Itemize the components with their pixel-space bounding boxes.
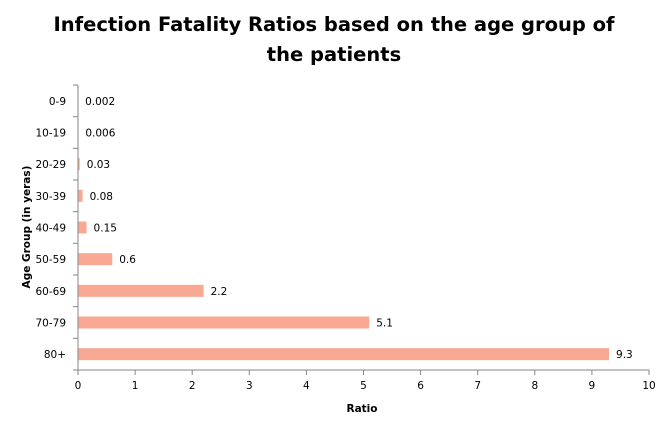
y-tick-label: 20-29 <box>35 159 66 171</box>
x-tick-label: 6 <box>417 380 424 392</box>
labels-layer: 0-9 0.002 10-19 0.006 20-29 0.03 30-39 0.08 40-4… <box>35 96 655 392</box>
x-axis-title: Ratio <box>346 403 377 415</box>
data-label: 9.3 <box>616 349 633 361</box>
bar-40-49 <box>78 221 87 234</box>
data-label: 0.03 <box>87 159 110 171</box>
y-tick-label: 40-49 <box>35 223 66 235</box>
axes-layer <box>73 84 650 375</box>
y-axis-title: Age Group (in yeras) <box>21 166 33 289</box>
y-tick-label: 30-39 <box>35 191 66 203</box>
chart-title-line-2: the patients <box>266 43 402 66</box>
data-label: 0.6 <box>119 254 136 266</box>
chart-title: Infection Fatality Ratios based on the a… <box>0 10 668 70</box>
y-tick-label: 70-79 <box>35 318 66 330</box>
x-tick-label: 5 <box>360 380 367 392</box>
bar-20-29 <box>78 158 80 171</box>
y-tick-label: 80+ <box>44 349 66 361</box>
bar-60-69 <box>78 284 204 297</box>
bar-50-59 <box>78 253 113 266</box>
x-tick-label: 8 <box>531 380 538 392</box>
x-tick-label: 0 <box>75 380 82 392</box>
bar-80+ <box>78 348 610 361</box>
x-tick-label: 2 <box>189 380 196 392</box>
x-tick-label: 10 <box>642 380 655 392</box>
data-label: 5.1 <box>376 318 393 330</box>
data-label: 0.002 <box>85 96 115 108</box>
y-tick-label: 0-9 <box>49 96 66 108</box>
y-tick-label: 10-19 <box>35 128 66 140</box>
data-label: 0.08 <box>90 191 113 203</box>
chart-title-line-1: Infection Fatality Ratios based on the a… <box>53 13 615 36</box>
x-tick-label: 4 <box>303 380 310 392</box>
bars-layer <box>78 94 610 361</box>
y-tick-label: 50-59 <box>35 254 66 266</box>
x-tick-label: 7 <box>474 380 481 392</box>
x-tick-label: 3 <box>246 380 253 392</box>
bar-30-39 <box>78 189 83 202</box>
x-tick-label: 9 <box>589 380 596 392</box>
y-tick-label: 60-69 <box>35 286 66 298</box>
data-label: 2.2 <box>211 286 228 298</box>
data-label: 0.006 <box>85 128 115 140</box>
data-label: 0.15 <box>94 223 117 235</box>
bar-70-79 <box>78 316 370 329</box>
x-tick-label: 1 <box>132 380 139 392</box>
